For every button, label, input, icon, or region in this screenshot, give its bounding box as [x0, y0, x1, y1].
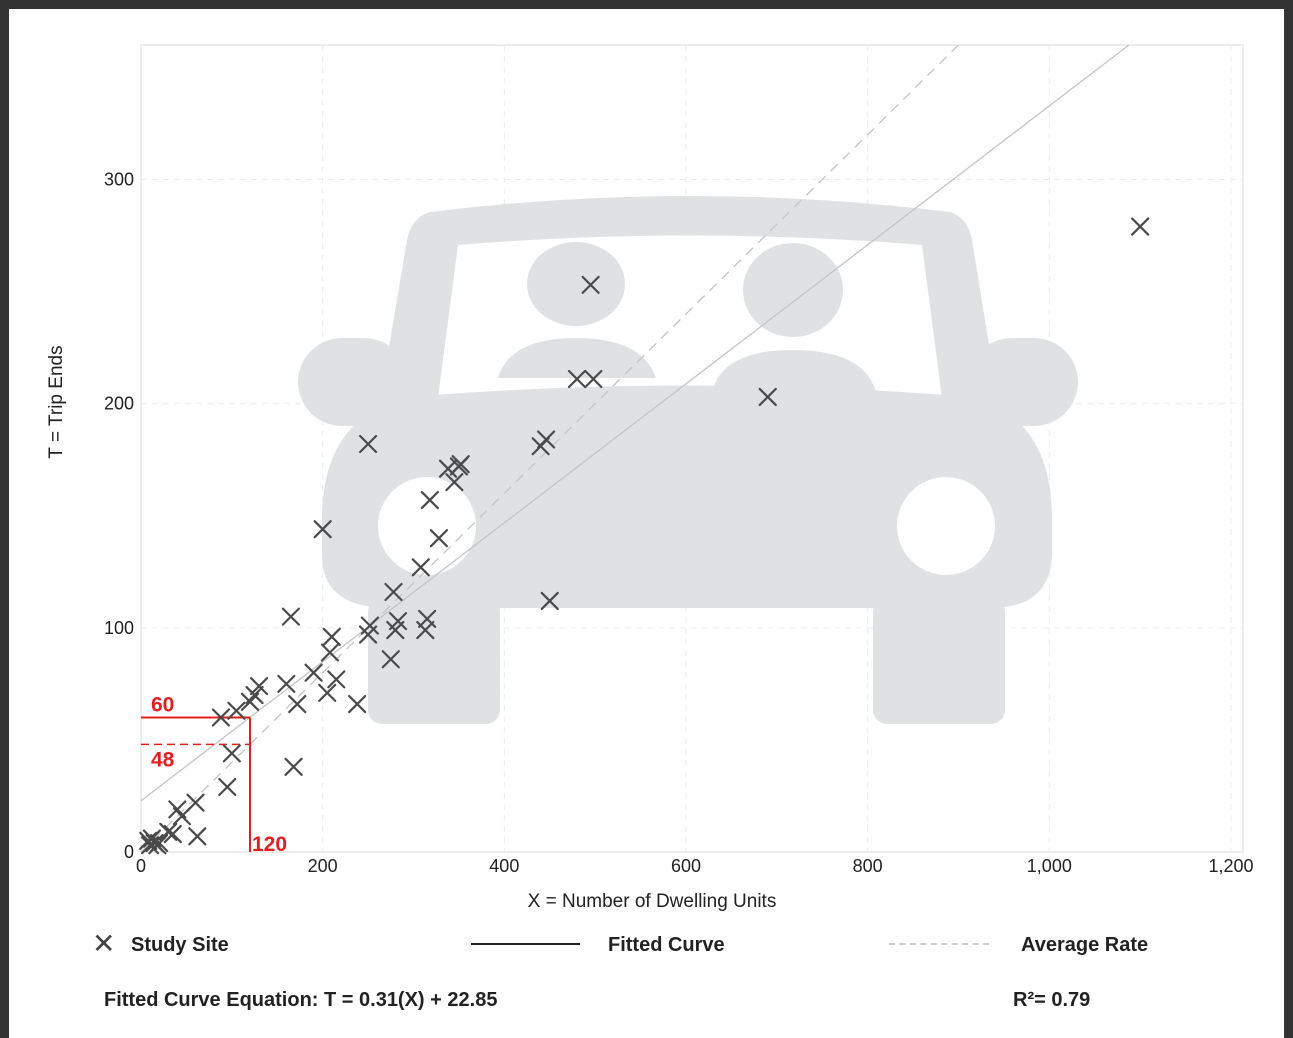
y-tick-label: 300 — [104, 170, 134, 190]
x-tick-label: 800 — [853, 856, 883, 876]
x-tick-label: 600 — [671, 856, 701, 876]
x-tick-label: 1,200 — [1208, 856, 1253, 876]
study-site-marker — [227, 701, 246, 720]
study-site-marker — [360, 616, 379, 635]
study-site-marker — [388, 612, 408, 631]
study-site-marker — [150, 833, 169, 853]
input-x-label: 120 — [252, 833, 287, 856]
study-site-marker — [451, 455, 470, 474]
study-site-marker — [438, 459, 458, 478]
study-site-marker — [186, 793, 205, 812]
fitted-curve-legend-label: Fitted Curve — [608, 934, 725, 956]
study-site-marker — [348, 694, 367, 714]
study-site-marker — [418, 609, 437, 628]
study-site-marker — [758, 387, 777, 407]
x-axis-ticks: 0 200 400 600 800 1,000 1,200 — [136, 856, 1254, 876]
study-site-marker — [211, 708, 231, 727]
study-site-marker — [320, 643, 340, 662]
study-site-marker — [381, 650, 400, 669]
study-site-marker — [245, 685, 264, 705]
average-rate-legend-line — [889, 943, 989, 945]
study-site-marker — [420, 490, 439, 510]
study-site-marker — [537, 430, 556, 449]
study-site-marker — [313, 520, 332, 539]
study-site-marker — [222, 744, 241, 763]
average-value-label: 48 — [151, 748, 175, 771]
study-site-marker — [584, 369, 603, 389]
study-site-marker — [581, 275, 600, 294]
study-site-marker — [163, 824, 182, 844]
fitted-value-label: 60 — [151, 694, 174, 717]
average-rate-legend-label: Average Rate — [1021, 934, 1149, 956]
study-site-marker — [540, 591, 559, 611]
study-site-legend-marker: ✕ — [92, 928, 116, 959]
study-site-marker — [281, 607, 300, 626]
fitted-curve-line — [140, 44, 1130, 802]
x-tick-label: 1,000 — [1027, 856, 1072, 876]
fitted-curve-equation: Fitted Curve Equation: T = 0.31(X) + 22.… — [104, 989, 498, 1011]
y-tick-label: 100 — [104, 618, 134, 638]
car-with-driver-and-passenger-icon — [298, 196, 1078, 724]
y-tick-label: 0 — [124, 842, 134, 862]
study-site-marker — [327, 670, 346, 689]
study-site-marker — [429, 529, 449, 548]
study-site-marker — [284, 757, 303, 776]
study-site-marker — [322, 627, 341, 646]
study-site-marker — [288, 694, 307, 714]
y-axis-label: T = Trip Ends — [46, 345, 67, 458]
study-site-marker — [358, 434, 378, 454]
study-site-markers — [139, 217, 1150, 855]
x-tick-label: 0 — [136, 856, 146, 876]
annotation-lines — [141, 716, 251, 852]
study-site-marker — [218, 777, 237, 797]
study-site-marker — [304, 663, 323, 682]
study-site-marker — [318, 683, 337, 702]
study-site-marker — [445, 473, 464, 492]
fitted-curve-legend-line — [471, 943, 580, 945]
y-tick-label: 200 — [104, 394, 134, 414]
study-site-marker — [159, 822, 178, 841]
x-tick-label: 200 — [308, 856, 338, 876]
y-axis-ticks: 0 100 200 300 — [104, 170, 134, 863]
average-rate-line — [140, 44, 959, 853]
study-site-marker — [567, 369, 587, 389]
x-axis-label: X = Number of Dwelling Units — [528, 891, 777, 912]
study-site-legend-label: Study Site — [131, 934, 229, 956]
study-site-marker — [277, 674, 296, 693]
study-site-marker — [249, 677, 269, 696]
study-site-marker — [384, 582, 403, 602]
r-squared-value: R²= 0.79 — [1013, 989, 1091, 1011]
study-site-marker — [411, 558, 430, 577]
x-tick-label: 400 — [489, 856, 519, 876]
study-site-marker — [188, 827, 207, 846]
study-site-marker — [1131, 217, 1150, 236]
